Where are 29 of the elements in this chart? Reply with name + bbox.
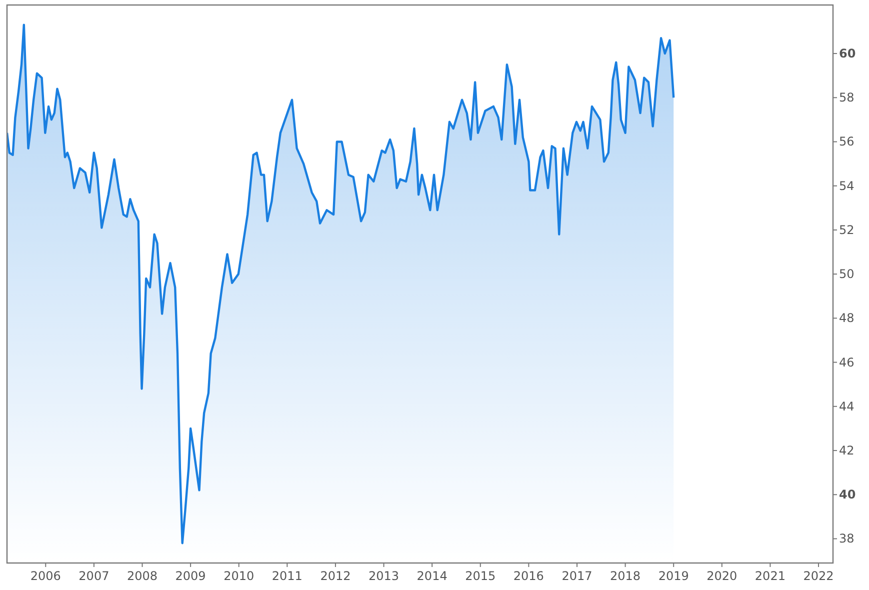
y-tick-label: 56 (839, 134, 854, 149)
x-tick-label: 2006 (30, 569, 61, 583)
x-tick-label: 2019 (658, 569, 689, 583)
y-tick-label: 60 (839, 46, 856, 61)
x-tick-label: 2010 (224, 569, 254, 583)
y-tick-label: 50 (839, 267, 854, 282)
y-tick-label: 48 (839, 311, 854, 326)
x-tick-label: 2015 (465, 569, 496, 583)
x-tick-label: 2014 (416, 569, 448, 583)
y-tick-label: 58 (839, 90, 854, 105)
x-tick-label: 2021 (754, 569, 786, 583)
y-tick-label: 54 (839, 178, 854, 193)
y-tick-label: 46 (839, 355, 854, 370)
x-tick-label: 2018 (610, 569, 641, 583)
x-tick-label: 2020 (706, 569, 738, 583)
x-tick-label: 2011 (272, 569, 302, 583)
y-tick-label: 40 (839, 488, 856, 502)
x-tick-label: 2009 (175, 569, 206, 583)
x-tick-label: 2012 (320, 569, 351, 583)
y-tick-label: 44 (839, 399, 854, 414)
y-tick-label: 42 (839, 444, 854, 458)
y-tick-label: 38 (839, 532, 854, 546)
x-tick-label: 2013 (368, 569, 400, 583)
x-tick-label: 2007 (78, 569, 110, 583)
x-tick-label: 2016 (513, 569, 544, 583)
y-tick-label: 52 (839, 222, 854, 237)
x-tick-label: 2008 (126, 569, 158, 583)
x-tick-label: 2017 (562, 569, 592, 583)
x-tick-label: 2022 (803, 569, 834, 583)
